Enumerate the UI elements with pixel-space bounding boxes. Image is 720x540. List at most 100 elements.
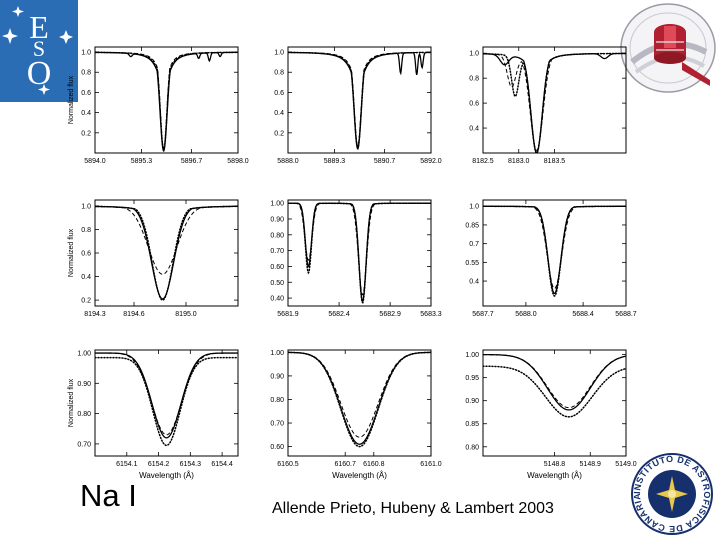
x-tick-label: 5895.3 <box>131 158 153 165</box>
y-tick-label: 1.00 <box>270 201 284 208</box>
telescope-dome-icon <box>654 24 686 64</box>
y-tick-label: 0.8 <box>81 227 91 234</box>
x-tick-label: 5892.0 <box>420 158 442 165</box>
series-line-dotted <box>288 51 431 150</box>
spectrum-panel-na-5682: 0.40 0.50 0.60 0.70 0.80 0.90 1.00 5681.9 5682.4… <box>270 199 442 318</box>
plot-frame <box>287 46 432 154</box>
series-line-dotted <box>483 205 626 297</box>
plot-frame <box>287 349 432 457</box>
y-tick-label: 1.0 <box>469 204 479 211</box>
series-line-dotted <box>95 205 238 301</box>
series-line-solid <box>95 352 238 439</box>
y-tick-label: 0.4 <box>469 126 479 133</box>
x-tick-label: 8183.5 <box>544 158 566 165</box>
x-tick-label: 5688.4 <box>572 311 594 318</box>
x-tick-label: 5889.3 <box>324 158 346 165</box>
x-tick-label: 5687.7 <box>472 311 494 318</box>
series-line-dashed <box>95 352 238 436</box>
series-line-dotted <box>483 52 626 153</box>
series-line-dotted <box>288 202 431 304</box>
y-tick-label: 0.8 <box>274 70 284 77</box>
y-tick-label: 0.90 <box>77 381 91 388</box>
y-tick-label: 0.80 <box>270 232 284 239</box>
eso-stars-icon <box>2 6 73 95</box>
x-tick-label: 8182.5 <box>472 158 494 165</box>
series-line-dashed <box>483 354 626 409</box>
x-axis-label: Wavelength (Å) <box>332 471 387 480</box>
x-tick-label: 8183.0 <box>508 158 530 165</box>
spectrum-panel-na-6154: 0.70 0.80 0.90 1.00 6154.1 6154.2 6154.3 6154.4… <box>68 349 239 480</box>
y-tick-label: 0.6 <box>274 90 284 97</box>
iac-seal-icon: INSTITUTO DE ASTROFISICA DE CANARIAS <box>626 452 713 535</box>
y-tick-label: 0.6 <box>469 101 479 108</box>
spectrum-panel-na-8183: 0.4 0.6 0.8 1.0 8182.5 8183.0 8183.5 <box>469 46 627 165</box>
eso-logo-icon: E S O <box>0 0 78 102</box>
x-tick-label: 5148.9 <box>580 461 602 468</box>
x-tick-label: 5688.7 <box>615 311 637 318</box>
y-tick-label: 0.2 <box>81 298 91 305</box>
series-line-dotted <box>95 51 238 152</box>
y-tick-label: 0.70 <box>270 248 284 255</box>
series-line-dotted <box>483 365 626 418</box>
y-tick-label: 0.7 <box>469 241 479 248</box>
y-tick-label: 1.00 <box>270 350 284 357</box>
x-tick-label: 6154.3 <box>180 461 202 468</box>
series-line-dotted <box>95 356 238 447</box>
series-line-solid <box>483 205 626 295</box>
y-tick-label: 0.40 <box>270 296 284 303</box>
y-tick-label: 0.80 <box>465 444 479 451</box>
spectra-panel-grid: 0.2 0.4 0.6 0.8 1.0 5894.0 5895.3 5896.7 5898.0 N… <box>68 46 637 480</box>
y-tick-label: 0.55 <box>465 260 479 267</box>
y-tick-label: 0.85 <box>465 222 479 229</box>
plot-frame <box>94 46 239 154</box>
x-tick-label: 6161.0 <box>420 461 442 468</box>
x-tick-label: 5890.7 <box>374 158 396 165</box>
x-tick-label: 5681.9 <box>277 311 299 318</box>
x-tick-label: 6160.7 <box>334 461 356 468</box>
y-tick-label: 0.6 <box>81 90 91 97</box>
spectrum-panel-na-5896: 0.2 0.4 0.6 0.8 1.0 5894.0 5895.3 5896.7 5898.0 N… <box>68 46 249 165</box>
eso-letter-s: S <box>33 36 45 61</box>
slide-citation: Allende Prieto, Hubeny & Lambert 2003 <box>272 500 554 517</box>
y-tick-label: 0.95 <box>465 375 479 382</box>
x-tick-label: 5683.3 <box>420 311 442 318</box>
x-tick-label: 6154.4 <box>211 461 233 468</box>
series-line-solid <box>95 205 238 300</box>
plot-frame <box>482 349 627 457</box>
y-axis-label: Normalized flux <box>68 75 75 124</box>
y-tick-label: 1.0 <box>81 50 91 57</box>
y-tick-label: 1.00 <box>77 351 91 358</box>
x-tick-label: 8195.0 <box>175 311 197 318</box>
spectrum-panel-na-5688: 0.4 0.55 0.7 0.85 1.0 5687.7 5688.0 5688.4 5688.… <box>465 199 637 318</box>
plot-frame <box>482 199 627 307</box>
series-line-dashed <box>483 52 626 151</box>
x-tick-label: 5894.0 <box>84 158 106 165</box>
y-tick-label: 0.8 <box>81 70 91 77</box>
x-tick-label: 5896.7 <box>181 158 203 165</box>
series-line-dashed <box>483 205 626 290</box>
y-tick-label: 0.70 <box>77 441 91 448</box>
x-tick-label: 5149.0 <box>615 461 637 468</box>
y-tick-label: 0.85 <box>465 421 479 428</box>
eso-logo-background <box>0 0 78 102</box>
y-tick-label: 0.4 <box>81 274 91 281</box>
x-tick-label: 6154.1 <box>116 461 138 468</box>
spectrum-panel-na-5890: 0.2 0.4 0.6 0.8 1.0 5888.0 5889.3 5890.7 5892.0 <box>274 46 442 165</box>
y-tick-label: 0.80 <box>77 411 91 418</box>
y-tick-label: 0.80 <box>270 397 284 404</box>
x-tick-label: 5682.9 <box>379 311 401 318</box>
y-axis-label: Normalized flux <box>68 378 75 427</box>
eso-letter-e: E <box>29 9 49 45</box>
plot-frame <box>94 199 239 307</box>
y-tick-label: 0.60 <box>270 264 284 271</box>
y-tick-label: 0.90 <box>270 373 284 380</box>
series-line-solid <box>288 351 431 445</box>
series-line-dashed <box>95 205 238 275</box>
plot-frame <box>94 349 239 457</box>
y-tick-label: 0.6 <box>81 251 91 258</box>
x-tick-label: 5888.0 <box>277 158 299 165</box>
y-tick-label: 1.0 <box>469 51 479 58</box>
y-tick-label: 1.0 <box>81 203 91 210</box>
y-axis-label: Normalized flux <box>68 228 75 277</box>
plot-frame <box>287 199 432 307</box>
